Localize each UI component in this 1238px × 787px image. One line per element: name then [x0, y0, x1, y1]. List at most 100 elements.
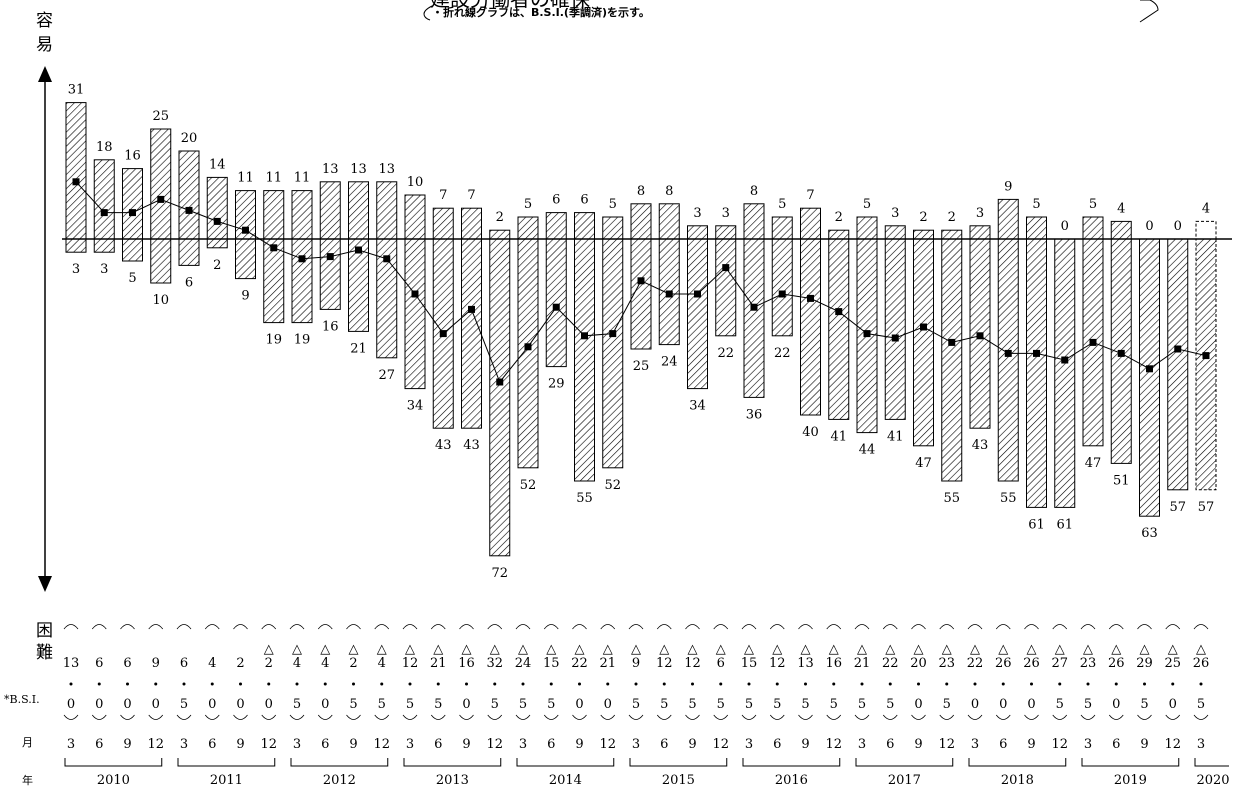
- bsi-point: [383, 255, 391, 263]
- bsi-integer: 6: [95, 656, 103, 671]
- bsi-integer: 21: [854, 656, 871, 671]
- bsi-decimal: 5: [943, 697, 951, 712]
- decimal-point: [832, 682, 836, 686]
- data-label-easy: 8: [665, 184, 673, 199]
- bracket-top: [176, 624, 192, 630]
- data-label-difficult: 63: [1141, 526, 1158, 541]
- month-label: 3: [858, 737, 866, 752]
- bar-easy: [376, 181, 398, 240]
- value-labels: 3131831652510206142119111911191316132113…: [68, 83, 1215, 581]
- bsi-decimal: 0: [462, 697, 470, 712]
- bracket-top: [685, 624, 700, 630]
- negative-mark: △: [405, 642, 415, 657]
- bsi-point: [1061, 356, 1069, 364]
- bsi-integer: 2: [349, 656, 357, 671]
- bar-easy: [1195, 220, 1217, 240]
- bsi-point: [694, 290, 701, 298]
- year-bracket: [1194, 758, 1229, 767]
- decimal-point: [97, 682, 101, 686]
- bar-easy: [856, 216, 878, 240]
- data-label-easy: 4: [1117, 201, 1125, 216]
- bracket-bottom: [1080, 714, 1096, 720]
- data-label-difficult: 52: [520, 478, 537, 493]
- year-label: 2011: [210, 773, 243, 787]
- data-label-difficult: 52: [604, 478, 621, 493]
- year-bracket: [64, 758, 163, 767]
- data-label-difficult: 55: [576, 491, 593, 506]
- month-label: 6: [208, 737, 216, 752]
- year-label: 2017: [888, 773, 921, 787]
- negative-mark: △: [462, 642, 472, 657]
- month-label: 3: [293, 737, 301, 752]
- bar-difficult: [997, 238, 1019, 482]
- data-label-difficult: 47: [915, 456, 932, 471]
- bar-easy: [65, 102, 87, 240]
- data-label-easy: 25: [152, 109, 169, 124]
- bsi-integer: 22: [882, 656, 899, 671]
- year-bracket: [1081, 758, 1180, 767]
- bar-easy: [150, 128, 172, 240]
- bsi-point: [863, 330, 871, 338]
- bracket-top: [515, 624, 531, 630]
- month-label: 6: [773, 737, 781, 752]
- month-label: 3: [1084, 737, 1092, 752]
- bracket-top: [995, 624, 1011, 630]
- month-label: 12: [938, 737, 955, 752]
- bracket-top: [600, 624, 616, 630]
- year-axis: 2010 2011 2012 2013 2014 2015 2016 2017 2018 2019…: [64, 758, 1230, 787]
- month-label: 3: [745, 737, 753, 752]
- negative-mark: △: [377, 642, 387, 657]
- bracket-bottom: [854, 714, 870, 720]
- bar-easy: [715, 225, 737, 240]
- bracket-top: [63, 624, 79, 630]
- bsi-decimal: 5: [519, 697, 527, 712]
- bracket-bottom: [656, 714, 672, 720]
- data-label-difficult: 21: [350, 341, 367, 356]
- bsi-decimal: 5: [886, 697, 894, 712]
- month-label: 12: [1051, 737, 1068, 752]
- data-label-easy: 8: [750, 184, 758, 199]
- negative-mark: △: [772, 642, 782, 657]
- data-label-easy: 5: [1089, 197, 1097, 212]
- bsi-integer: 6: [717, 656, 725, 671]
- bracket-bottom: [430, 714, 446, 720]
- month-label: 3: [632, 737, 640, 752]
- data-label-easy: 16: [124, 149, 141, 164]
- bsi-integer: 23: [1080, 656, 1097, 671]
- bar-easy: [743, 203, 765, 240]
- negative-mark: △: [518, 642, 528, 657]
- bsi-integer: 12: [402, 656, 419, 671]
- bar-easy: [404, 194, 426, 240]
- bracket-bottom: [543, 714, 559, 720]
- data-label-difficult: 57: [1198, 500, 1215, 515]
- bracket-top: [148, 624, 164, 630]
- data-label-difficult: 47: [1085, 456, 1102, 471]
- bar-difficult: [235, 238, 256, 280]
- data-label-easy: 11: [294, 171, 311, 186]
- data-label-difficult: 22: [717, 346, 734, 361]
- bsi-point: [1089, 338, 1097, 346]
- month-label: 12: [147, 737, 164, 752]
- decimal-point: [860, 682, 864, 686]
- bsi-decimal: 5: [632, 697, 640, 712]
- bars-easy: [65, 102, 1217, 240]
- negative-mark: △: [603, 642, 613, 657]
- bsi-point: [637, 277, 645, 285]
- decimal-point: [606, 682, 610, 686]
- bsi-line: [72, 178, 1210, 386]
- bsi-integer: 22: [967, 656, 984, 671]
- bracket-top: [1193, 624, 1209, 630]
- bsi-point: [439, 330, 447, 338]
- data-label-easy: 6: [552, 193, 560, 208]
- bsi-integer: 15: [741, 656, 758, 671]
- bsi-integer: 26: [1193, 656, 1210, 671]
- bar-difficult: [828, 238, 850, 420]
- decimal-point: [323, 682, 327, 686]
- data-label-easy: 5: [609, 197, 617, 212]
- data-label-easy: 3: [693, 206, 701, 221]
- month-label: 9: [575, 737, 583, 752]
- bsi-integer: 32: [486, 656, 503, 671]
- axis-top-label-2: 易: [36, 35, 53, 55]
- bsi-decimal: 5: [349, 697, 357, 712]
- negative-mark: △: [546, 642, 556, 657]
